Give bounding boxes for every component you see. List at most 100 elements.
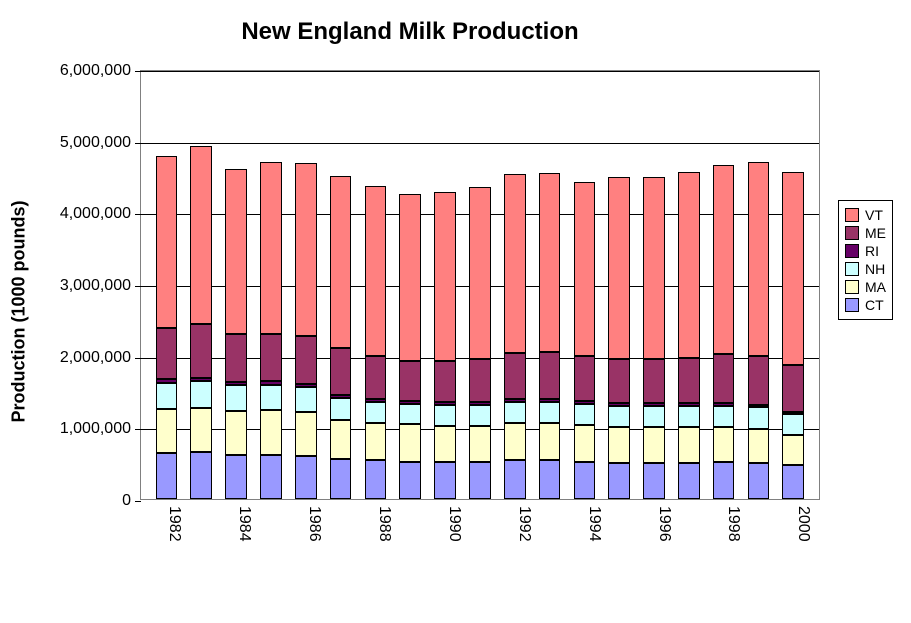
bar-segment-nh [399, 404, 421, 425]
bar-segment-nh [713, 406, 735, 428]
bar-segment-ma [539, 423, 561, 460]
bar-segment-ct [678, 463, 700, 499]
legend-swatch [845, 298, 859, 312]
bar-segment-nh [782, 414, 804, 434]
bar-segment-me [399, 361, 421, 401]
bar-segment-me [539, 352, 561, 399]
x-tick-label [532, 500, 567, 580]
x-tick-label [393, 500, 428, 580]
bar-segment-vt [574, 182, 596, 356]
bar-segment-me [713, 354, 735, 403]
legend-label: NH [865, 261, 885, 277]
bar-segment-ct [539, 460, 561, 499]
bar-segment-nh [469, 405, 491, 426]
x-tick-label: 1984 [218, 500, 253, 580]
bar-segment-me [295, 336, 317, 384]
bar-segment-ma [330, 420, 352, 459]
bar-segment-me [748, 356, 770, 405]
bar-segment-ct [295, 456, 317, 499]
bar-segment-nh [156, 383, 178, 409]
bar-segment-vt [678, 172, 700, 358]
bar-segment-me [190, 324, 212, 378]
legend-swatch [845, 208, 859, 222]
bar-segment-ma [574, 425, 596, 462]
chart-title: New England Milk Production [0, 18, 820, 46]
bar-segment-me [156, 328, 178, 379]
bar-segment-ma [295, 412, 317, 456]
y-tick-label: 6,000,000 [60, 62, 131, 80]
bar-segment-ct [469, 462, 491, 499]
legend: VT ME RI NH MA CT [838, 200, 893, 320]
bar-segment-nh [748, 407, 770, 429]
bar-segment-vt [539, 173, 561, 352]
bar-segment-vt [643, 177, 665, 359]
x-tick-label: 2000 [777, 500, 812, 580]
y-tick-label: 2,000,000 [60, 349, 131, 367]
bar [156, 156, 178, 499]
y-tick-label: 5,000,000 [60, 134, 131, 152]
bar-segment-ma [713, 427, 735, 461]
bar [399, 194, 421, 499]
bar [782, 172, 804, 499]
bar-segment-me [434, 361, 456, 402]
bar-segment-ct [365, 460, 387, 499]
y-axis-label-container: Production (1000 pounds) [4, 0, 34, 623]
bar [539, 173, 561, 499]
bar [678, 172, 700, 499]
bar-segment-me [260, 334, 282, 381]
x-tick-label [253, 500, 288, 580]
bar-segment-ct [713, 462, 735, 499]
bar-segment-vt [782, 172, 804, 366]
bar-segment-ct [225, 455, 247, 499]
bar-segment-vt [295, 163, 317, 336]
bar [365, 186, 387, 499]
bar-segment-me [643, 359, 665, 403]
bar-segment-me [782, 365, 804, 412]
x-axis-labels: 1982198419861988199019921994199619982000 [148, 500, 812, 580]
y-axis-label: Production (1000 pounds) [9, 200, 30, 422]
bar-segment-ct [504, 460, 526, 499]
bar-segment-vt [608, 177, 630, 359]
legend-item-ma: MA [845, 279, 886, 295]
bar-segment-nh [260, 385, 282, 410]
legend-label: CT [865, 297, 884, 313]
bar [434, 192, 456, 499]
legend-item-vt: VT [845, 207, 886, 223]
legend-swatch [845, 262, 859, 276]
bar-segment-ct [260, 455, 282, 499]
x-tick-label: 1986 [288, 500, 323, 580]
bar-segment-vt [190, 146, 212, 324]
y-tick-label: 0 [122, 492, 131, 510]
x-tick-label [602, 500, 637, 580]
legend-swatch [845, 280, 859, 294]
bar-segment-ct [608, 463, 630, 499]
bar-segment-me [504, 353, 526, 399]
x-tick-label [183, 500, 218, 580]
legend-label: RI [865, 243, 879, 259]
bar-segment-vt [156, 156, 178, 328]
legend-item-ri: RI [845, 243, 886, 259]
y-tickmark [135, 358, 141, 359]
bar-segment-vt [434, 192, 456, 362]
x-tick-label: 1996 [637, 500, 672, 580]
y-tickmark [135, 286, 141, 287]
x-tick-label [672, 500, 707, 580]
bar [330, 176, 352, 499]
bar-segment-ma [399, 424, 421, 461]
bar-segment-vt [713, 165, 735, 354]
bar [748, 162, 770, 499]
y-tickmark [135, 71, 141, 72]
bar [574, 182, 596, 499]
bar-segment-me [365, 356, 387, 399]
legend-swatch [845, 226, 859, 240]
legend-item-me: ME [845, 225, 886, 241]
x-tick-label: 1998 [707, 500, 742, 580]
bar-segment-nh [295, 387, 317, 412]
y-tickmark [135, 143, 141, 144]
bar [608, 177, 630, 499]
bar-segment-vt [748, 162, 770, 356]
bar-segment-nh [190, 381, 212, 408]
bar-segment-ma [190, 408, 212, 452]
y-tick-label: 4,000,000 [60, 205, 131, 223]
bar-segment-nh [574, 404, 596, 426]
